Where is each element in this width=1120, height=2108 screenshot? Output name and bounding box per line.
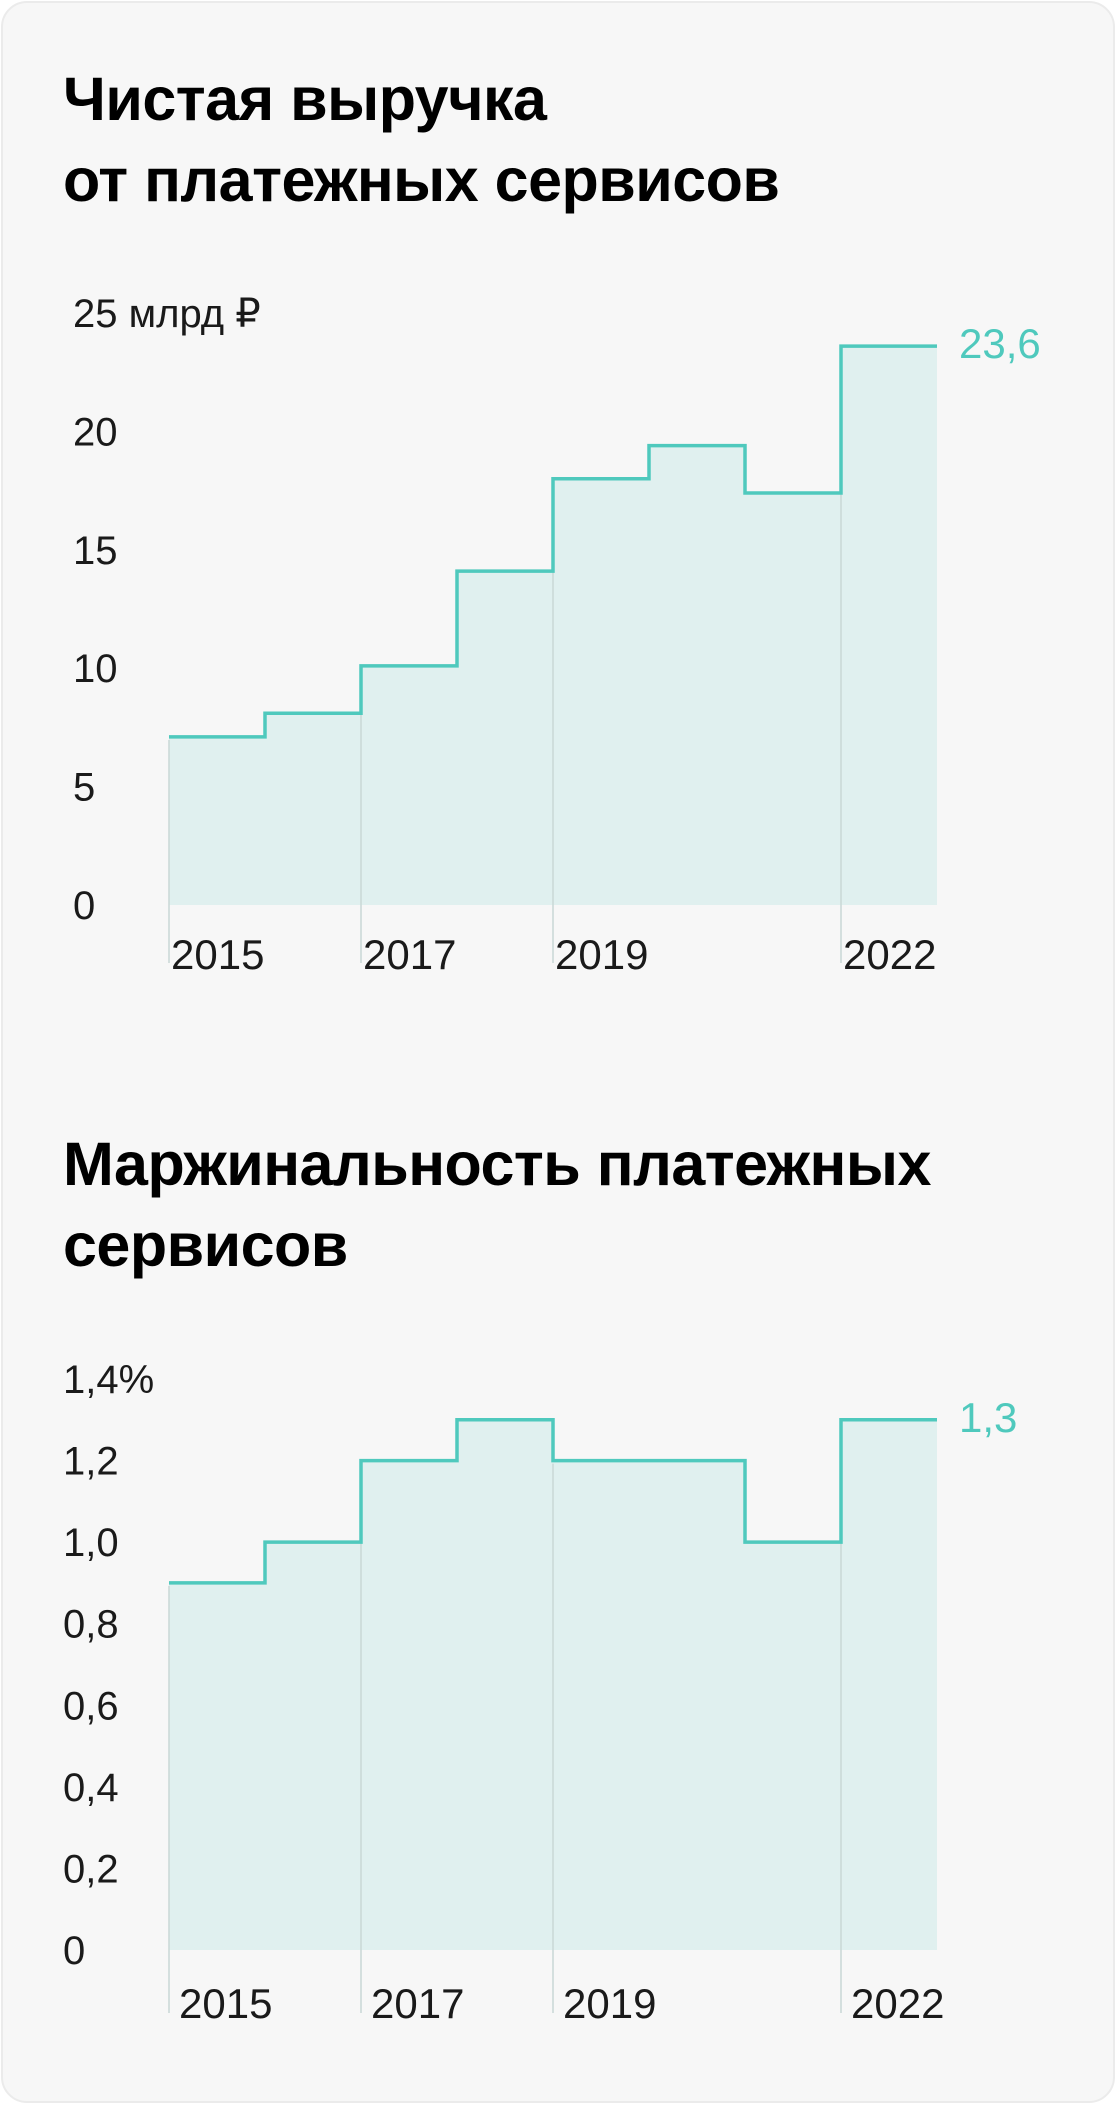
y-tick-label: 0,8: [63, 1603, 119, 1647]
last-value-label: 1,3: [959, 1394, 1017, 1441]
title-line: Чистая выручка: [63, 65, 547, 133]
x-tick-label: 2015: [171, 931, 264, 978]
y-tick-label: 0,4: [63, 1766, 119, 1810]
series-step-line: [169, 344, 937, 739]
y-tick-label: 0: [73, 884, 95, 928]
chart-title-revenue: Чистая выручка от платежных сервисов: [63, 59, 780, 221]
y-tick-label: 10: [73, 647, 118, 691]
margin-step-chart: 0 0,2 0,4 0,6 0,8 1,0 1,2 1,4% 2015 2017 2019 2022 1…: [63, 1358, 1017, 2027]
chart-title-margin: Маржинальность платежных сервисов: [63, 1124, 931, 1286]
y-tick-label: 20: [73, 410, 118, 454]
y-tick-label: 5: [73, 766, 95, 810]
series-step-line: [169, 1418, 937, 1585]
x-tick-label: 2022: [851, 1980, 944, 2027]
y-tick-label: 25 млрд ₽: [73, 292, 261, 336]
x-tick-label: 2019: [555, 931, 648, 978]
y-tick-label: 1,4%: [63, 1358, 154, 1402]
y-tick-label: 0: [63, 1929, 85, 1973]
y-tick-label: 15: [73, 529, 118, 573]
title-line: от платежных сервисов: [63, 146, 780, 214]
y-tick-label: 1,2: [63, 1440, 119, 1484]
y-tick-label: 0,6: [63, 1684, 119, 1728]
x-tick-label: 2019: [563, 1980, 656, 2027]
title-line: сервисов: [63, 1211, 348, 1279]
x-tick-label: 2017: [371, 1980, 464, 2027]
title-line: Маржинальность платежных: [63, 1130, 931, 1198]
y-tick-label: 0,2: [63, 1847, 119, 1891]
y-tick-label: 1,0: [63, 1521, 119, 1565]
x-tick-label: 2015: [179, 1980, 272, 2027]
revenue-step-chart: 0 5 10 15 20 25 млрд ₽ 2015 2017 2019 2022 23,6: [73, 292, 1041, 978]
last-value-label: 23,6: [959, 320, 1041, 367]
x-tick-label: 2022: [843, 931, 936, 978]
x-tick-label: 2017: [363, 931, 456, 978]
